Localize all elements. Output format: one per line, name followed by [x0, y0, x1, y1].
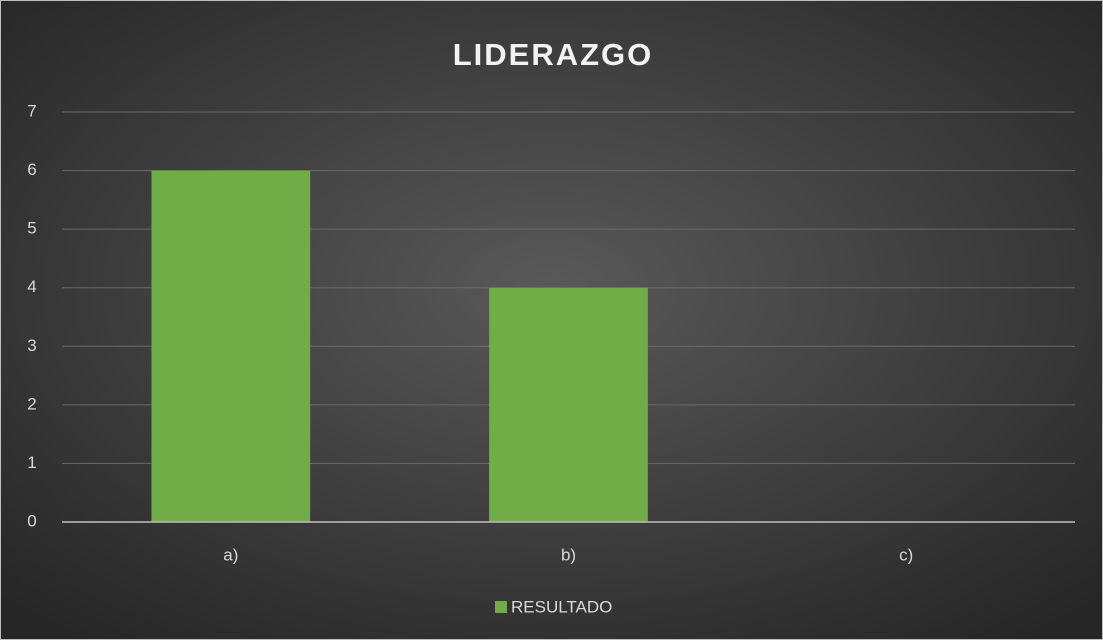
bar — [151, 170, 311, 523]
y-tick-label: 6 — [27, 160, 36, 179]
y-tick-label: 7 — [27, 101, 36, 120]
x-tick-label: b) — [561, 545, 576, 564]
y-tick-label: 1 — [27, 453, 36, 472]
y-tick-label: 4 — [27, 277, 36, 296]
legend-swatch — [495, 601, 507, 613]
y-tick-label: 5 — [27, 219, 36, 238]
y-tick-label: 3 — [27, 336, 36, 355]
x-tick-label: c) — [899, 545, 913, 564]
x-tick-label: a) — [223, 545, 238, 564]
chart-title: LIDERAZGO — [453, 37, 654, 72]
y-tick-label: 0 — [27, 511, 36, 530]
legend-label: RESULTADO — [511, 597, 612, 616]
y-tick-label: 2 — [27, 394, 36, 413]
bar — [489, 287, 648, 522]
